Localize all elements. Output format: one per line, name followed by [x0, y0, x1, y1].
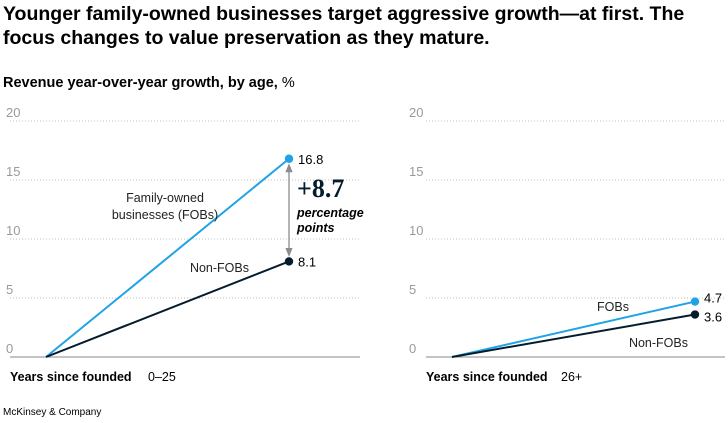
- series-endpoint-non_fobs: [284, 257, 294, 266]
- series-label-fobs: FOBs: [597, 300, 629, 314]
- x-axis-label: Years since founded: [426, 370, 548, 384]
- series-line-fobs: [45, 157, 290, 358]
- series-endpoint-fobs: [284, 154, 294, 163]
- y-tick-label: 10: [409, 223, 423, 238]
- y-tick-label: 0: [409, 341, 416, 356]
- x-axis-label: Years since founded: [10, 370, 132, 384]
- difference-value: +8.7: [297, 174, 344, 203]
- y-tick-label: 0: [6, 341, 13, 356]
- x-axis-range-label: 0–25: [148, 370, 176, 384]
- y-tick-label: 20: [6, 105, 20, 120]
- series-endpoint-non_fobs: [690, 310, 700, 319]
- y-tick-label: 5: [6, 282, 13, 297]
- value-label-fobs: 4.7: [704, 291, 722, 306]
- series-endpoint-fobs: [690, 297, 700, 306]
- y-tick-label: 15: [409, 164, 423, 179]
- value-label-non-fobs: 3.6: [704, 310, 722, 325]
- series-line-fobs: [451, 300, 696, 358]
- series-line-non_fobs: [45, 260, 290, 358]
- value-label-fobs: 16.8: [298, 152, 323, 167]
- x-axis-range-label: 26+: [561, 370, 582, 384]
- series-label-non-fobs: Non-FOBs: [190, 261, 249, 275]
- chart-subtitle: Revenue year-over-year growth, by age, %: [3, 75, 295, 91]
- series-label-fobs: businesses (FOBs): [112, 208, 218, 222]
- value-label-non-fobs: 8.1: [298, 254, 316, 269]
- difference-caption: percentage: [296, 206, 364, 220]
- source-credit: McKinsey & Company: [3, 407, 102, 418]
- y-tick-label: 20: [409, 105, 423, 120]
- y-tick-label: 10: [6, 223, 20, 238]
- difference-caption: points: [296, 221, 335, 235]
- series-label-fobs: Family-owned: [126, 191, 204, 205]
- chart-title: Younger family-owned businesses target a…: [3, 3, 685, 49]
- y-tick-label: 5: [409, 282, 416, 297]
- subtitle-unit: %: [281, 75, 295, 91]
- series-label-non-fobs: Non-FOBs: [629, 336, 688, 350]
- y-tick-label: 15: [6, 164, 20, 179]
- series-line-non_fobs: [451, 313, 696, 358]
- subtitle-text: Revenue year-over-year growth, by age,: [3, 75, 278, 91]
